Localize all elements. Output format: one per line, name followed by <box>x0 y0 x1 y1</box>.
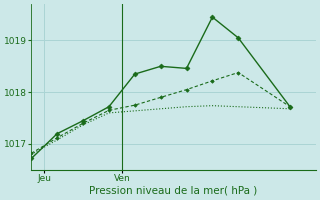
X-axis label: Pression niveau de la mer( hPa ): Pression niveau de la mer( hPa ) <box>90 186 258 196</box>
